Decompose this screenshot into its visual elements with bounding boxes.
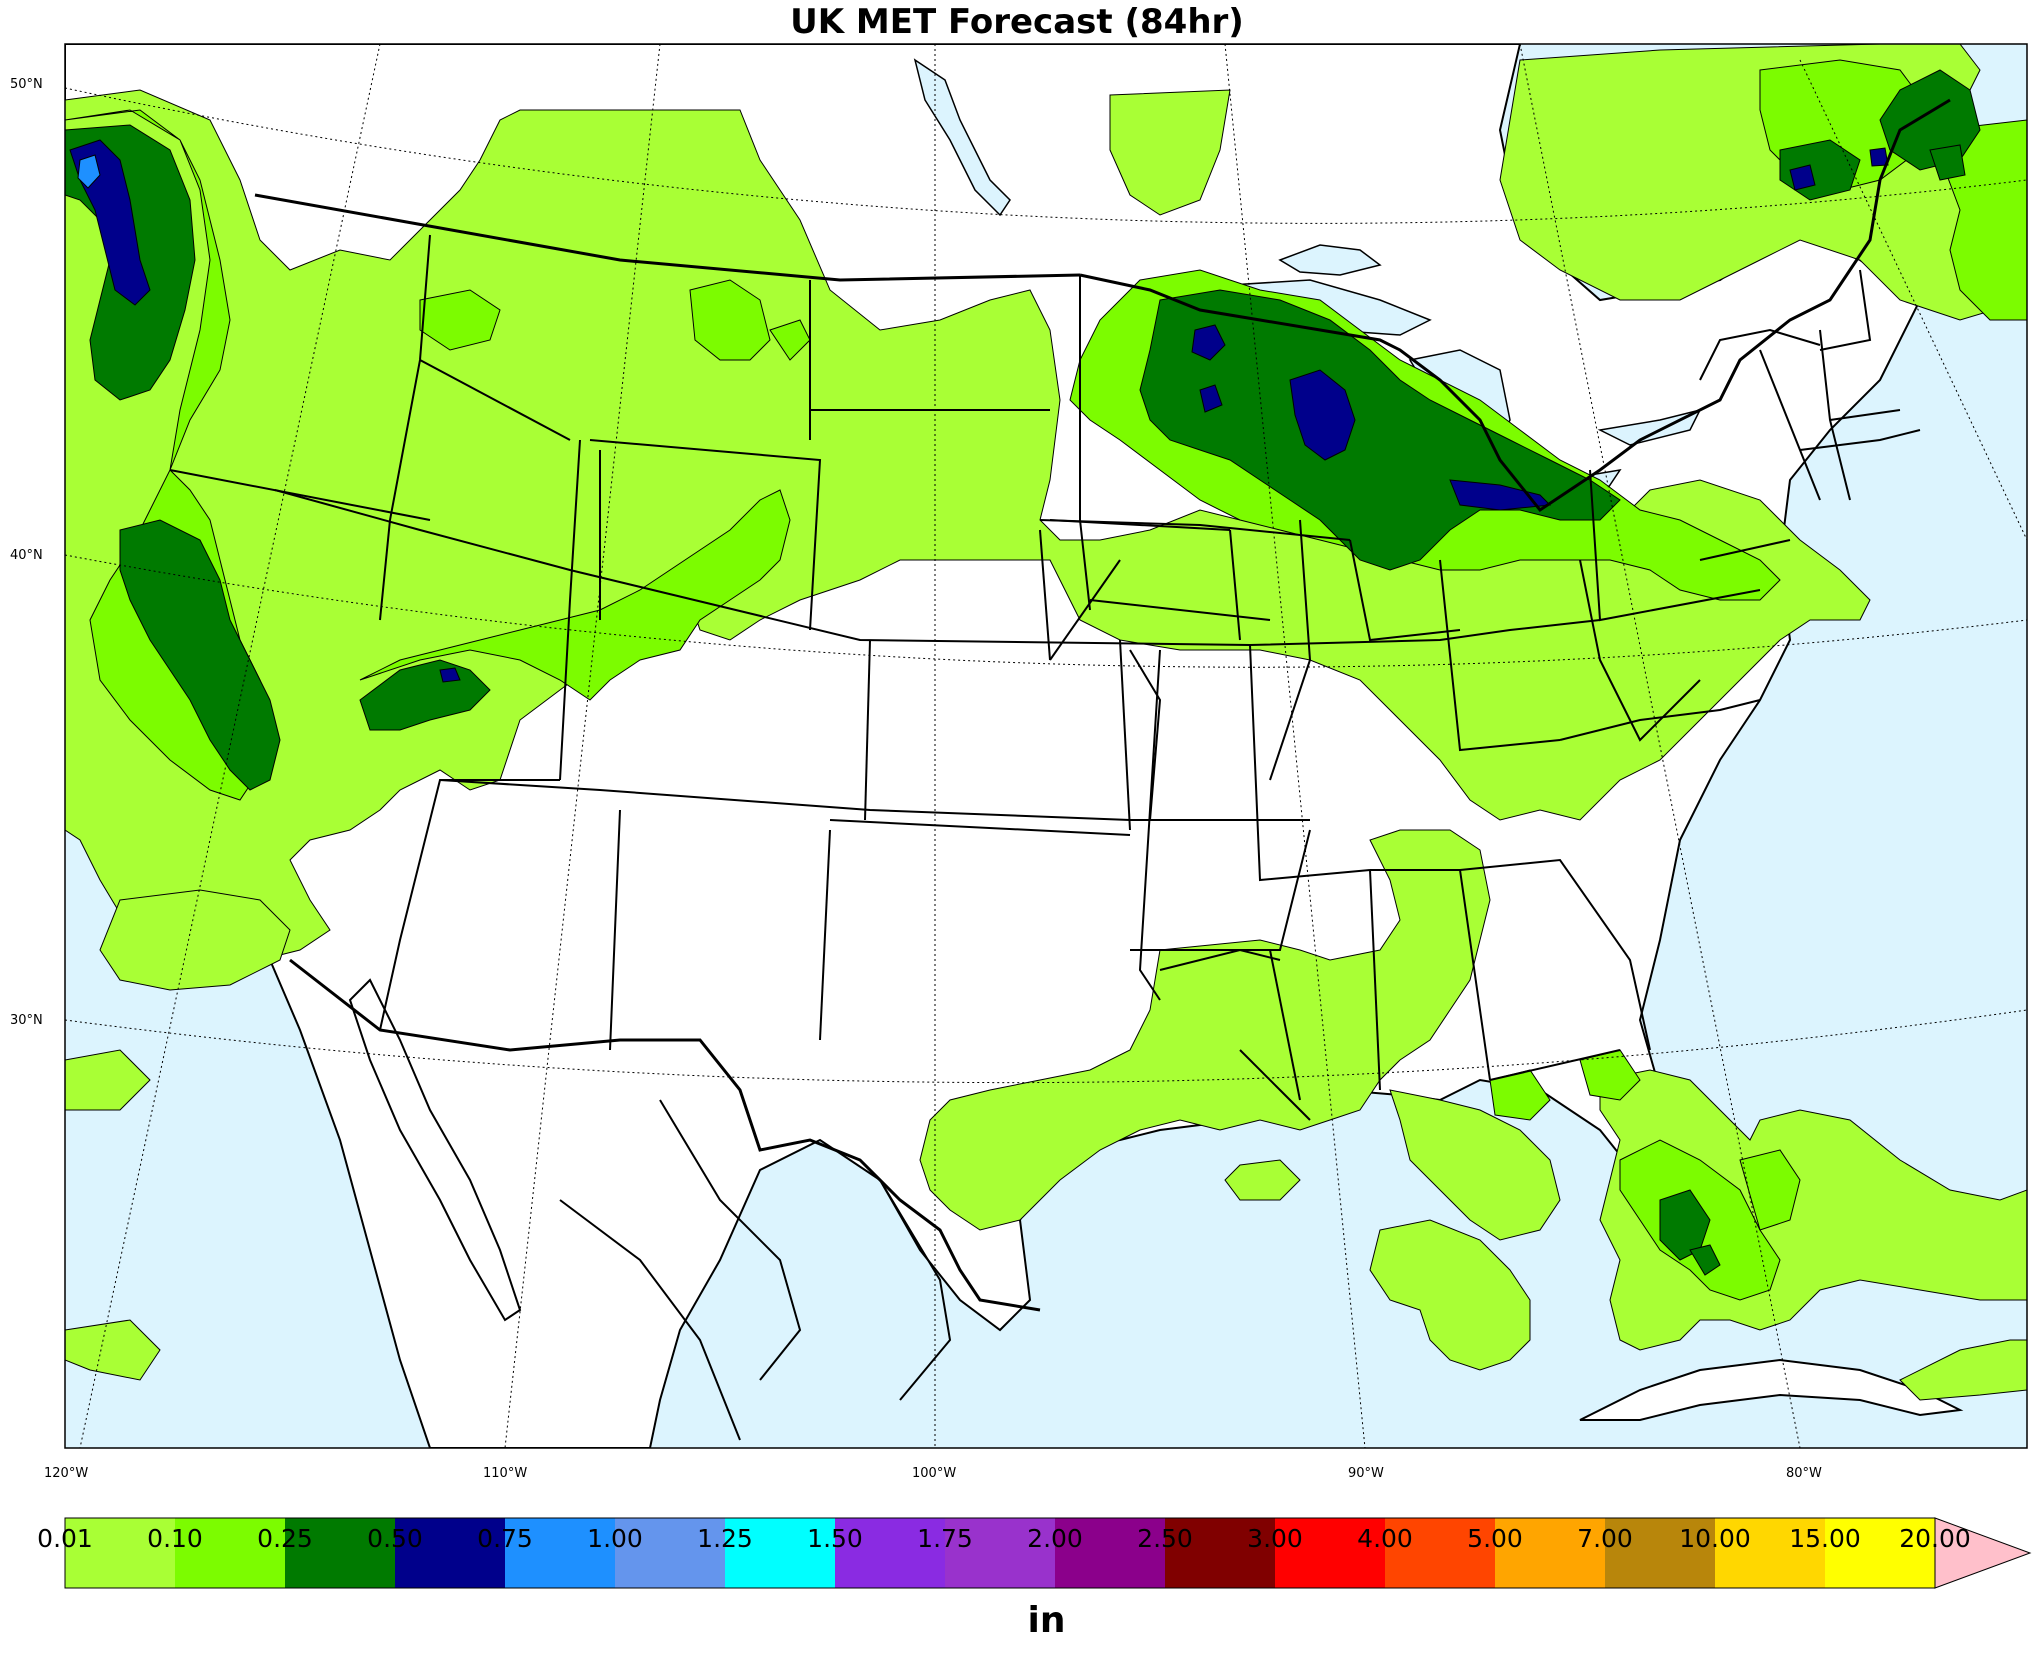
colorbar-swatch-11 (1275, 1518, 1385, 1588)
lat-label-40: 40°N (10, 548, 43, 563)
colorbar-tick-9: 2.00 (1027, 1524, 1083, 1553)
colorbar-tick-1: 0.10 (147, 1524, 203, 1553)
baja-california (348, 978, 522, 1322)
lake-ontario (1597, 408, 1702, 446)
colorbar-swatch-2 (285, 1518, 395, 1588)
colorbar-tick-2: 0.25 (257, 1524, 313, 1553)
colorbar-swatch-16 (1825, 1518, 1935, 1588)
colorbar-tick-13: 5.00 (1467, 1524, 1523, 1553)
colorbar-outline (64, 1517, 1936, 1589)
colorbar-tick-16: 15.00 (1789, 1524, 1861, 1553)
graticule (65, 44, 2027, 1448)
lon-label-110w: 110°W (483, 1466, 528, 1481)
lat-label-50: 50°N (10, 77, 43, 92)
colorbar-tick-11: 3.00 (1247, 1524, 1303, 1553)
colorbar-swatch-4 (505, 1518, 615, 1588)
hudson-bay-south (1278, 244, 1382, 276)
lake-winnipeg (913, 58, 1011, 217)
colorbar-swatch-1 (175, 1518, 285, 1588)
colorbar-swatch-7 (835, 1518, 945, 1588)
colorbar-swatch-15 (1715, 1518, 1825, 1588)
colorbar-swatch-6 (725, 1518, 835, 1588)
political-borders (169, 98, 1951, 1441)
colorbar (64, 1517, 2032, 1589)
colorbar-tick-4: 0.75 (477, 1524, 533, 1553)
precip-band-075 (77, 154, 101, 189)
colorbar-swatch-14 (1605, 1518, 1715, 1588)
colorbar-tick-17: 20.00 (1899, 1524, 1971, 1553)
colorbar-tick-12: 4.00 (1357, 1524, 1413, 1553)
lon-label-80w: 80°W (1786, 1466, 1822, 1481)
lon-label-120w: 120°W (44, 1466, 89, 1481)
colorbar-tick-6: 1.25 (697, 1524, 753, 1553)
colorbar-swatch-9 (1055, 1518, 1165, 1588)
colorbar-unit-label: in (1027, 1600, 1066, 1641)
lon-label-100w: 100°W (912, 1466, 957, 1481)
colorbar-tick-3: 0.50 (367, 1524, 423, 1553)
map-title: UK MET Forecast (84hr) (790, 2, 1244, 42)
colorbar-tick-5: 1.00 (587, 1524, 643, 1553)
cuba-island (1579, 1358, 1964, 1421)
colorbar-swatch-5 (615, 1518, 725, 1588)
lon-label-90w: 90°W (1348, 1466, 1384, 1481)
colorbar-swatch-13 (1495, 1518, 1605, 1588)
lat-label-30: 30°N (10, 1013, 43, 1028)
colorbar-tick-15: 10.00 (1679, 1524, 1751, 1553)
colorbar-swatch-0 (65, 1518, 175, 1588)
colorbar-swatch-10 (1165, 1518, 1275, 1588)
colorbar-swatch-12 (1385, 1518, 1495, 1588)
colorbar-tick-0: 0.01 (37, 1524, 93, 1553)
map-frame (64, 43, 2028, 1449)
colorbar-swatch-3 (395, 1518, 505, 1588)
colorbar-swatch-8 (945, 1518, 1055, 1588)
colorbar-tick-8: 1.75 (917, 1524, 973, 1553)
colorbar-tick-14: 7.00 (1577, 1524, 1633, 1553)
colorbar-tick-7: 1.50 (807, 1524, 863, 1553)
colorbar-tick-10: 2.50 (1137, 1524, 1193, 1553)
